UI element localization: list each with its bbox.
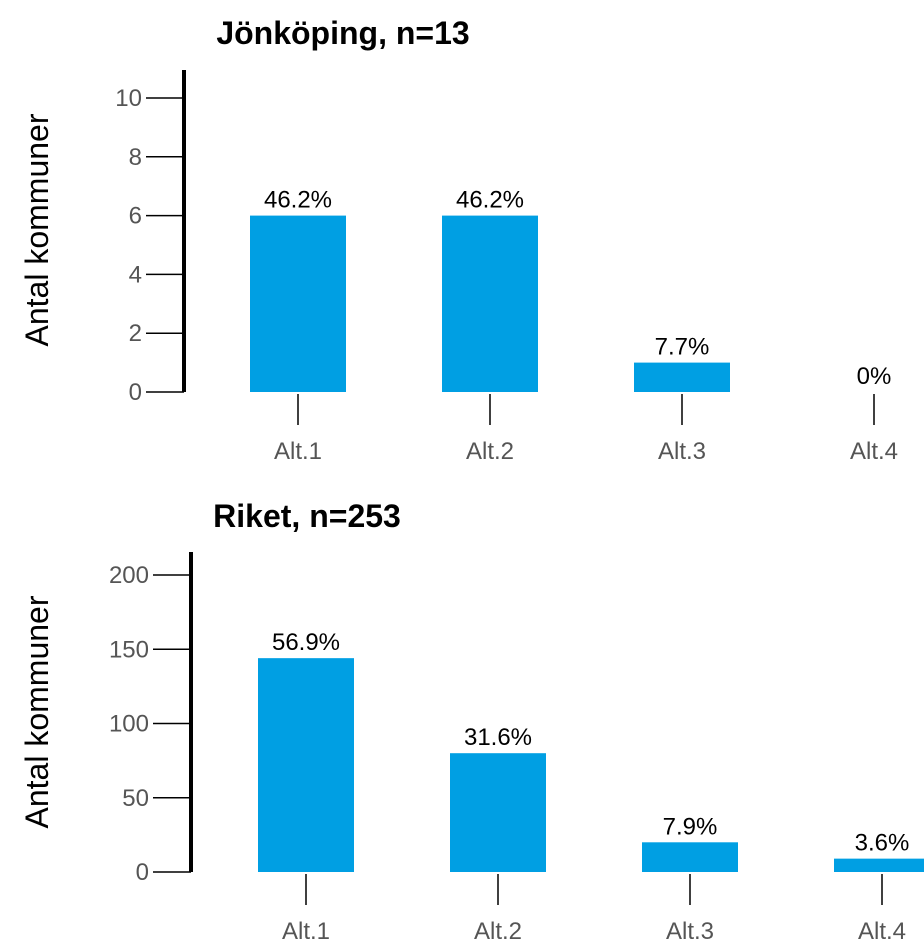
data-label: 3.6% — [855, 830, 910, 857]
bar — [442, 215, 538, 392]
y-tick-label: 100 — [109, 711, 149, 738]
bar — [250, 215, 346, 392]
data-label: 46.2% — [264, 187, 332, 214]
x-tick-label: Alt.3 — [666, 918, 714, 943]
y-tick-label: 0 — [136, 859, 149, 886]
x-tick-label: Alt.4 — [858, 918, 906, 943]
x-tick-label: Alt.1 — [282, 918, 330, 943]
y-tick-label: 0 — [129, 379, 142, 406]
y-tick-label: 4 — [129, 261, 142, 288]
y-tick-label: 200 — [109, 562, 149, 589]
x-tick-label: Alt.4 — [850, 438, 898, 465]
y-axis-label: Antal kommuner — [19, 595, 55, 828]
x-tick-label: Alt.2 — [474, 918, 522, 943]
data-label: 46.2% — [456, 187, 524, 214]
x-tick-label: Alt.3 — [658, 438, 706, 465]
bar — [834, 858, 924, 872]
y-tick-label: 8 — [129, 144, 142, 171]
data-label: 31.6% — [464, 724, 532, 751]
data-label: 0% — [857, 363, 892, 390]
data-label: 7.9% — [663, 813, 718, 840]
y-tick-label: 50 — [122, 785, 149, 812]
data-label: 7.7% — [655, 334, 710, 361]
x-tick-label: Alt.2 — [466, 438, 514, 465]
x-tick-label: Alt.1 — [274, 438, 322, 465]
chart-title: Jönköping, n=13 — [216, 15, 469, 51]
data-label: 56.9% — [272, 629, 340, 656]
bar — [258, 658, 354, 872]
chart-panel-2: Riket, n=253 Antal kommuner 0 50 100 150 200 56… — [19, 498, 924, 943]
y-tick-label: 2 — [129, 320, 142, 347]
chart-panel-1: Jönköping, n=13 Antal kommuner 0 2 4 6 8 10 46.2… — [19, 15, 898, 465]
y-tick-label: 10 — [115, 85, 142, 112]
y-tick-label: 150 — [109, 636, 149, 663]
y-tick-label: 6 — [129, 203, 142, 230]
bar — [634, 362, 730, 392]
bar — [642, 842, 738, 872]
y-axis-label: Antal kommuner — [19, 113, 55, 346]
bar — [450, 753, 546, 872]
chart-title: Riket, n=253 — [213, 498, 401, 534]
